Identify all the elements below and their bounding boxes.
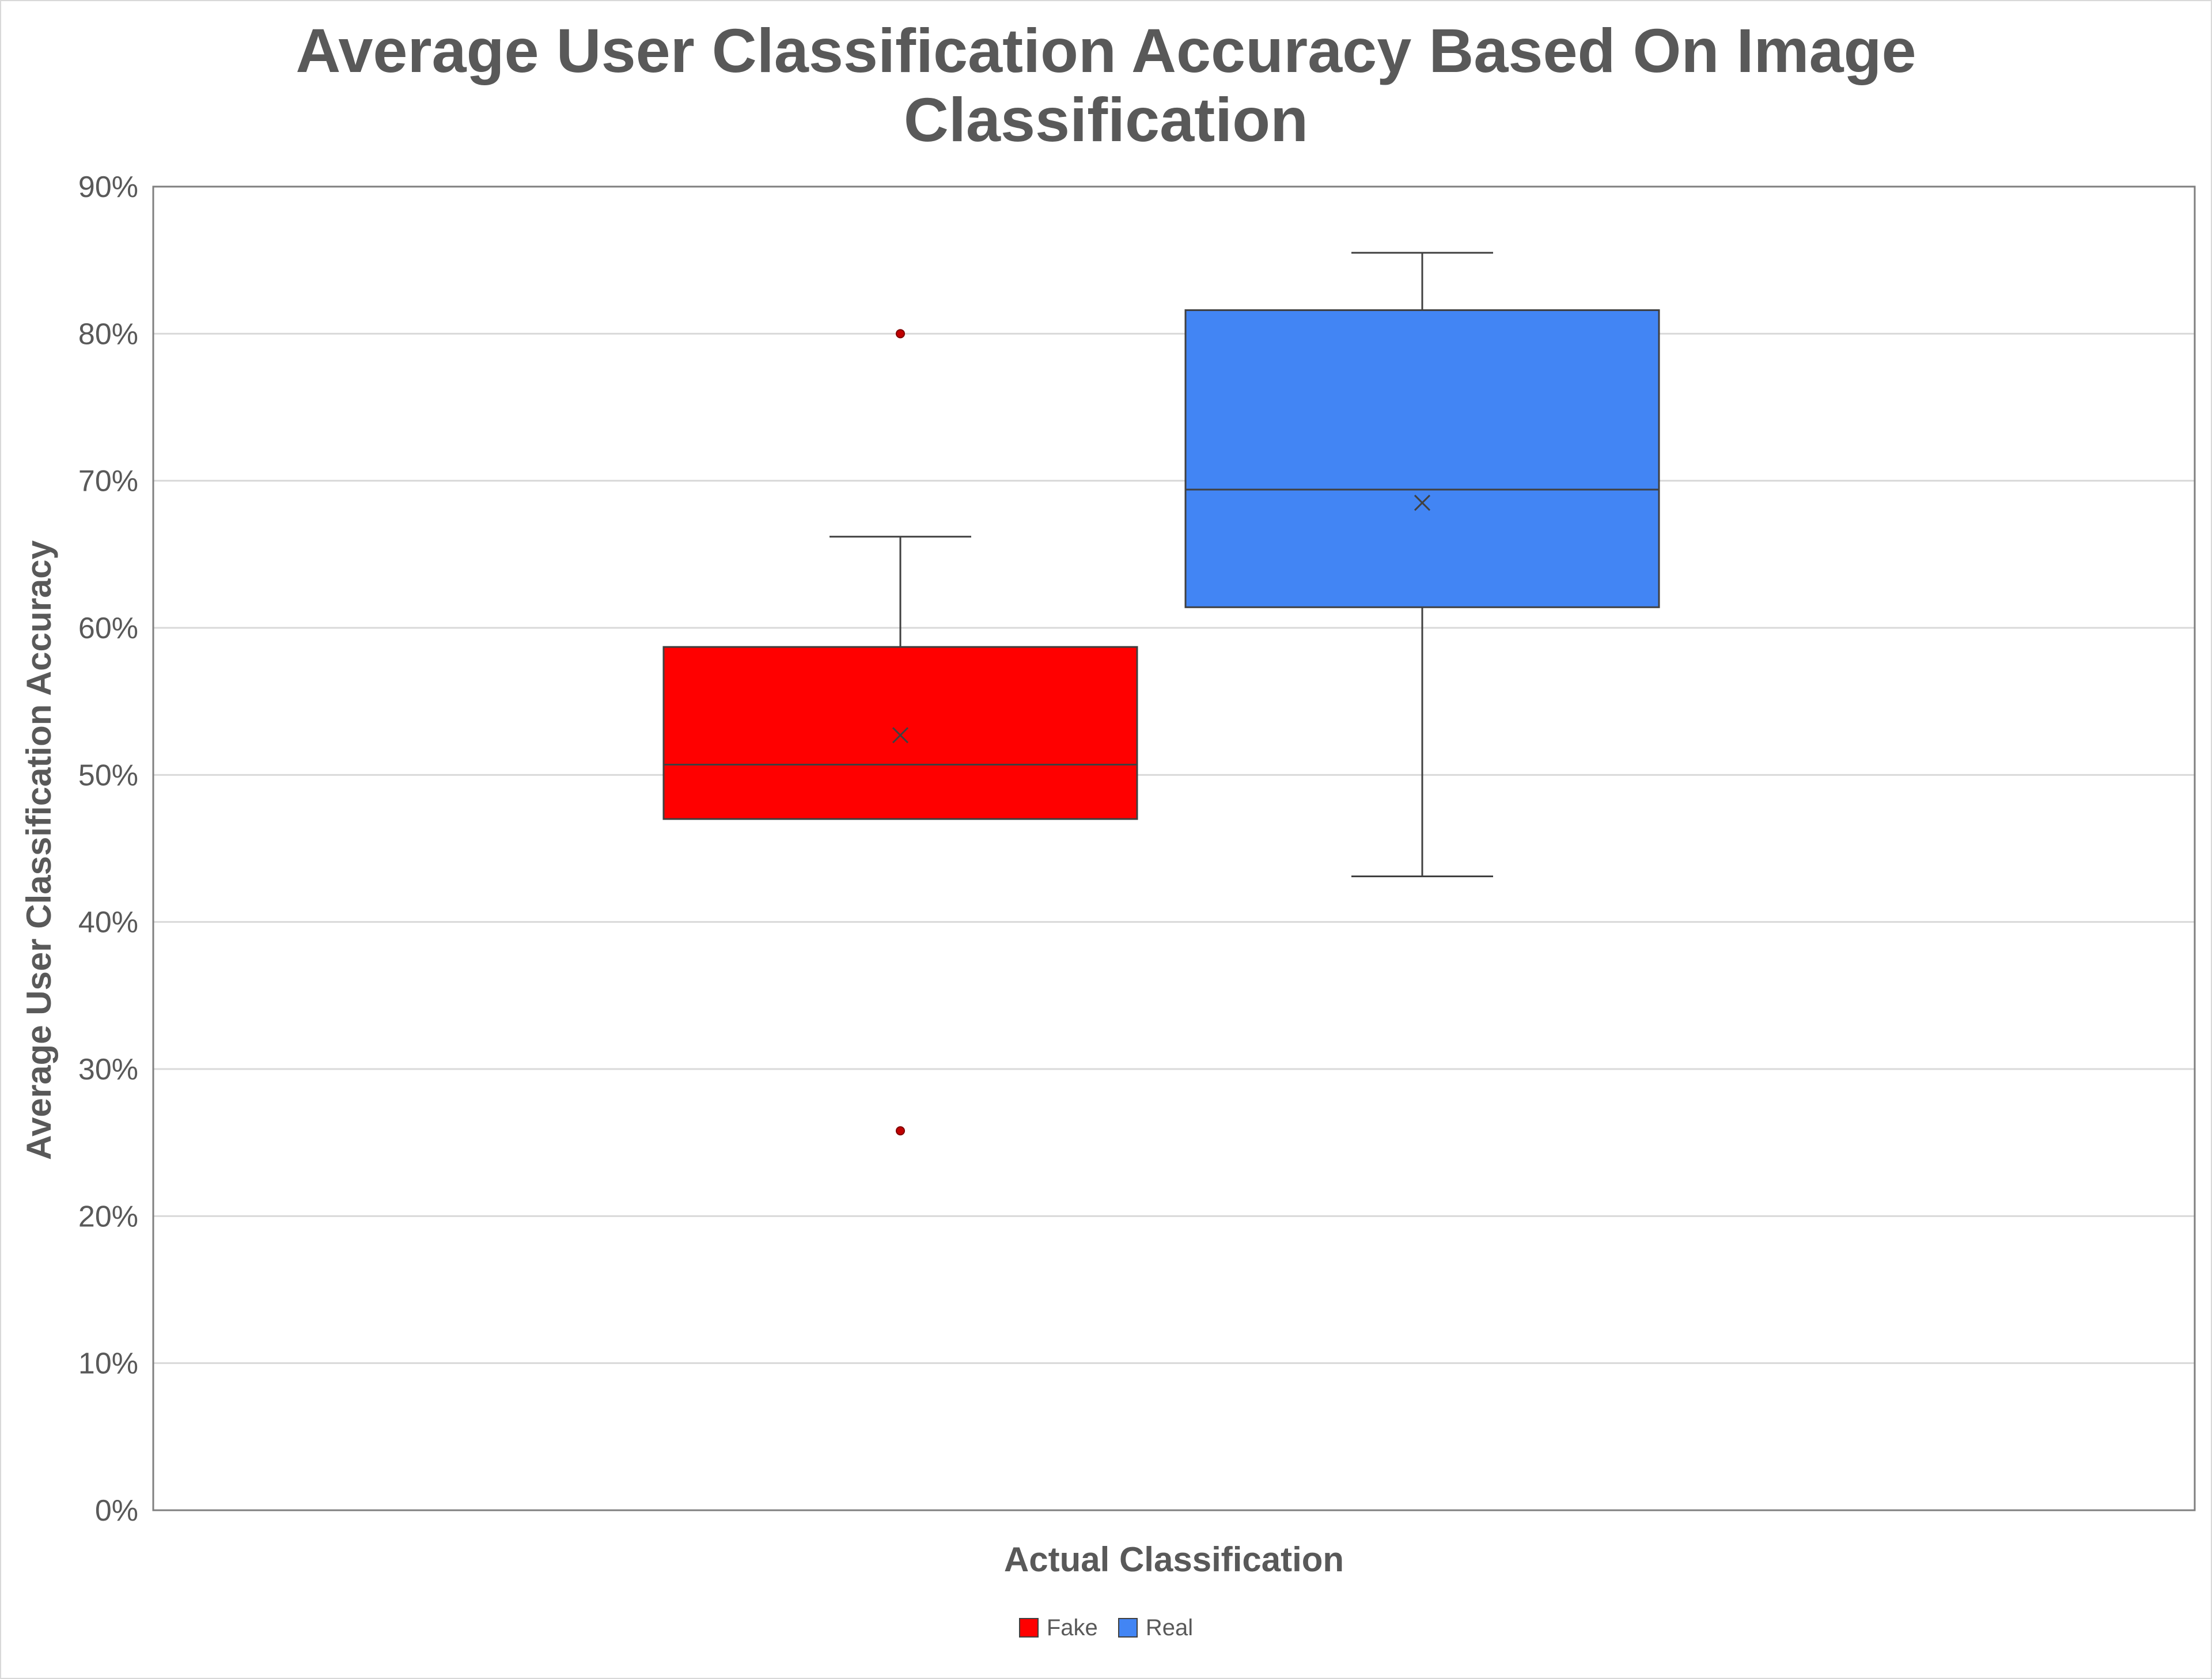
mean-marker-stroke <box>892 727 909 744</box>
box-fake <box>662 646 1138 820</box>
outlier-point-fake <box>896 1126 905 1136</box>
chart-title-line-2: Classification <box>903 85 1309 154</box>
y-tick-label: 50% <box>78 759 138 792</box>
legend-label-real: Real <box>1145 1615 1194 1640</box>
mean-marker-stroke <box>1414 494 1431 511</box>
y-tick-label: 60% <box>78 612 138 645</box>
y-tick-label: 40% <box>78 906 138 939</box>
mean-marker-fake <box>892 727 909 744</box>
y-axis-label: Average User Classification Accuracy <box>20 540 58 1161</box>
chart-title-line-1: Average User Classification Accuracy Bas… <box>296 16 1916 85</box>
y-tick-label: 0% <box>95 1494 138 1528</box>
y-tick-label: 20% <box>78 1200 138 1233</box>
legend-item-fake: Fake <box>1018 1614 1098 1642</box>
legend-swatch-real <box>1118 1618 1138 1638</box>
mean-marker-real <box>1414 494 1431 511</box>
y-tick-label: 30% <box>78 1053 138 1086</box>
chart-title: Average User Classification Accuracy Bas… <box>0 16 2212 154</box>
legend-label-fake: Fake <box>1046 1615 1098 1640</box>
y-tick-label: 70% <box>78 465 138 498</box>
plot-area-border <box>152 185 2196 1511</box>
y-tick-label: 80% <box>78 317 138 351</box>
legend-item-real: Real <box>1118 1614 1193 1642</box>
x-axis-label: Actual Classification <box>1003 1540 1344 1579</box>
y-tick-label: 10% <box>78 1347 138 1381</box>
box-real <box>1184 309 1660 608</box>
y-tick-label: 90% <box>78 170 138 204</box>
legend-swatch-fake <box>1018 1618 1039 1638</box>
outlier-point-fake <box>896 329 905 339</box>
legend: Fake Real <box>0 1614 2212 1644</box>
